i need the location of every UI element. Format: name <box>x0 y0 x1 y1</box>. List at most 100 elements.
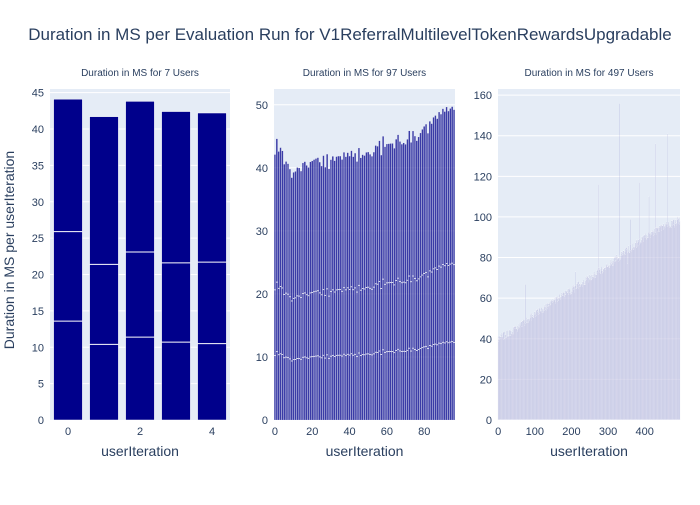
bar <box>331 156 334 421</box>
bar <box>274 154 276 421</box>
bar <box>161 111 191 421</box>
bar-series <box>274 106 455 421</box>
y-tick-label: 120 <box>474 171 492 183</box>
bar <box>378 140 381 421</box>
bar <box>296 167 299 421</box>
subplot-title-7-users: Duration in MS for 7 Users <box>81 68 199 79</box>
bar <box>311 160 314 421</box>
bar <box>335 156 338 421</box>
subplot-97-users: Duration in MS for 97 Users userIteratio… <box>256 68 455 459</box>
bar <box>371 156 373 421</box>
bar <box>361 154 364 421</box>
y-tick-label: 10 <box>256 352 268 364</box>
bar <box>412 130 414 421</box>
bar <box>356 161 358 421</box>
y-tick-label: 40 <box>32 124 44 136</box>
bar <box>328 168 330 421</box>
bar <box>292 172 295 421</box>
bar <box>397 134 399 421</box>
subplot-title-497-users: Duration in MS for 497 Users <box>525 68 654 79</box>
y-tick-label: 50 <box>256 100 268 112</box>
y-tick-label: 20 <box>256 289 268 301</box>
y-tick-label: 0 <box>486 415 492 427</box>
bar <box>339 156 342 421</box>
x-tick-label: 60 <box>381 426 393 438</box>
bar <box>53 98 83 421</box>
bar <box>283 164 286 421</box>
bar <box>322 155 325 421</box>
bar <box>318 162 321 421</box>
bar <box>326 154 329 421</box>
bar <box>305 165 308 421</box>
bar <box>197 112 227 421</box>
bar <box>410 142 413 421</box>
bar <box>400 144 403 421</box>
bar <box>343 152 345 421</box>
bar <box>386 143 388 421</box>
bar <box>679 221 681 421</box>
x-tick-label: 0 <box>272 426 278 438</box>
bar <box>352 156 355 421</box>
bar <box>372 152 375 421</box>
y-tick-label: 140 <box>474 131 492 143</box>
y-tick-label: 40 <box>480 334 492 346</box>
bar <box>354 153 357 421</box>
y-tick-label: 40 <box>256 163 268 175</box>
x-tick-label: 0 <box>495 426 501 438</box>
bar <box>125 101 155 421</box>
bar <box>285 161 287 421</box>
bar <box>324 167 327 421</box>
bar-series <box>53 98 227 421</box>
bar <box>387 143 390 421</box>
bar <box>408 130 411 421</box>
y-tick-label: 25 <box>32 233 44 245</box>
bar <box>374 145 377 421</box>
x-axis-label-497-users: userIteration <box>550 443 628 459</box>
x-tick-label: 4 <box>209 426 215 438</box>
bar-series <box>497 103 681 421</box>
bar <box>341 159 343 421</box>
y-tick-label: 160 <box>474 90 492 102</box>
x-tick-label: 40 <box>343 426 355 438</box>
bar <box>337 156 340 421</box>
bar <box>288 168 291 421</box>
x-tick-label: 300 <box>599 426 617 438</box>
y-tick-label: 20 <box>32 270 44 282</box>
bar <box>417 136 420 421</box>
bar <box>406 139 409 421</box>
x-tick-label: 20 <box>306 426 318 438</box>
bar <box>275 138 278 421</box>
bar <box>309 161 312 421</box>
bar <box>287 163 289 421</box>
bar <box>376 146 379 421</box>
bar <box>290 177 293 421</box>
y-tick-label: 80 <box>480 253 492 265</box>
x-tick-label: 100 <box>526 426 544 438</box>
bar <box>402 142 405 421</box>
bar <box>358 147 360 421</box>
x-tick-label: 400 <box>635 426 653 438</box>
bar <box>404 144 407 421</box>
y-tick-label: 100 <box>474 212 492 224</box>
bar <box>414 135 416 421</box>
bar <box>277 151 280 421</box>
bar <box>294 171 297 421</box>
bar <box>307 167 310 421</box>
bar <box>363 155 366 421</box>
bar <box>302 162 304 421</box>
bar <box>348 156 351 421</box>
bar <box>350 150 353 421</box>
chart-title: Duration in MS per Evaluation Run for V1… <box>28 25 672 44</box>
bar <box>382 136 385 421</box>
bar <box>89 116 119 421</box>
bar <box>298 167 301 421</box>
y-tick-label: 30 <box>32 197 44 209</box>
y-axis-label: Duration in MS per userIteration <box>1 151 17 349</box>
y-tick-label: 0 <box>262 415 268 427</box>
y-tick-label: 5 <box>38 379 44 391</box>
y-tick-label: 45 <box>32 88 44 100</box>
bar <box>281 150 284 421</box>
bar <box>315 158 317 421</box>
y-tick-label: 0 <box>38 415 44 427</box>
